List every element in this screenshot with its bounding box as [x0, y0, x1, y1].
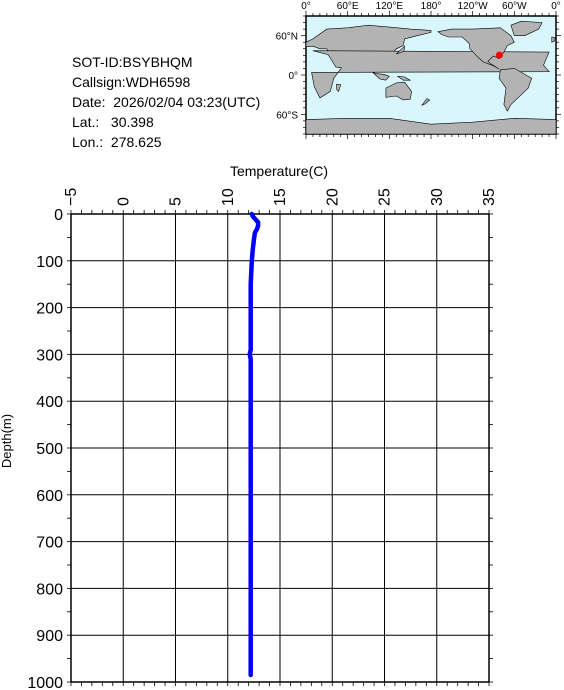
map-longitude-label: 180° — [421, 1, 442, 12]
y-tick-label: 0 — [54, 207, 63, 224]
land-japan — [396, 45, 406, 55]
map-latitude-labels: 60°N 0° 60°S — [276, 32, 299, 122]
series-layer — [247, 211, 261, 678]
map-latitude-label: 60°S — [276, 110, 298, 121]
map-longitude-label: 120°E — [376, 1, 404, 12]
y-tick-label: 100 — [36, 254, 63, 271]
y-tick-labels: 0 100 200 300 400 500 600 700 800 900 1000 — [27, 207, 63, 690]
y-tick-label: 600 — [36, 488, 63, 505]
map-longitude-label: 60°W — [502, 1, 527, 12]
sot-id-label: SOT-ID:BSYBHQM — [72, 54, 193, 70]
y-axis-label: Depth(m) — [0, 414, 14, 468]
land-africa — [311, 50, 550, 99]
latitude-label: Lat.: 30.398 — [72, 114, 154, 130]
x-tick-label: 5 — [168, 197, 185, 206]
y-tick-label: 200 — [36, 301, 63, 318]
map-longitude-label: 0° — [301, 1, 311, 12]
y-tick-label: 700 — [36, 535, 63, 552]
y-tick-label: 500 — [36, 441, 63, 458]
x-tick-label: 15 — [272, 188, 289, 206]
x-axis-label: Temperature(C) — [230, 163, 328, 179]
y-tick-label: 300 — [36, 347, 63, 364]
x-tick-label: 20 — [324, 188, 341, 206]
x-tick-label: 10 — [220, 188, 237, 206]
map-ticks — [301, 11, 561, 139]
map-longitude-label: 120°W — [458, 1, 489, 12]
land-new-zealand — [421, 98, 431, 106]
callsign-label: Callsign:WDH6598 — [72, 74, 191, 90]
x-tick-label: 30 — [429, 188, 446, 206]
map-latitude-label: 0° — [288, 71, 298, 82]
y-tick-label: 900 — [36, 628, 63, 645]
plot-frame — [70, 213, 490, 683]
land-madagascar — [336, 83, 342, 92]
map-longitude-label: 60°E — [337, 1, 359, 12]
x-tick-label: 25 — [377, 188, 394, 206]
land-indonesia — [372, 72, 390, 81]
date-label: Date: 2026/02/04 03:23(UTC) — [72, 94, 261, 110]
location-map: 0° 60°E 120°E 180° 120°W 60°W 0° 60°N 0° 60°S — [276, 1, 561, 139]
x-tick-label: 35 — [481, 188, 498, 206]
longitude-label: Lon.: 278.625 — [72, 134, 162, 150]
y-tick-label: 1000 — [27, 675, 63, 690]
map-longitude-label: 0° — [551, 1, 561, 12]
land-britain — [551, 36, 556, 43]
map-latitude-label: 60°N — [276, 32, 298, 43]
x-tick-labels: −5 0 5 10 15 20 25 30 35 — [63, 188, 498, 206]
x-tick-label: 0 — [115, 197, 132, 206]
y-tick-label: 400 — [36, 394, 63, 411]
y-tick-label: 800 — [36, 581, 63, 598]
land-greenland — [510, 20, 543, 37]
chart-grid — [70, 213, 490, 683]
map-land — [305, 20, 557, 135]
land-new-guinea — [396, 75, 412, 81]
land-south-america — [498, 68, 533, 112]
float-info-panel: SOT-ID:BSYBHQM Callsign:WDH6598 Date: 20… — [72, 52, 260, 152]
land-north-america — [437, 27, 515, 70]
land-australia — [385, 81, 412, 101]
map-longitude-labels: 0° 60°E 120°E 180° 120°W 60°W 0° — [301, 1, 561, 12]
location-marker — [495, 51, 503, 59]
temperature-profile-line — [247, 211, 261, 678]
x-tick-label: −5 — [63, 188, 80, 206]
